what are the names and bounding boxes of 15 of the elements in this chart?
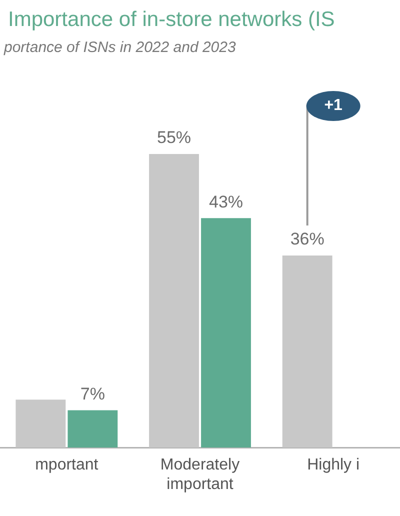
bar xyxy=(282,255,332,448)
bar xyxy=(149,154,199,448)
bar xyxy=(201,218,251,448)
x-tick-label: Moderately important xyxy=(160,456,240,493)
data-label: 43% xyxy=(208,192,244,212)
x-tick-label: Highly i xyxy=(307,456,360,474)
data-label: 55% xyxy=(156,128,192,148)
chart-title: Importance of in-store networks (IS xyxy=(8,7,335,33)
bar xyxy=(68,410,118,448)
data-label: 36% xyxy=(290,230,324,249)
bar xyxy=(16,400,66,448)
chart-subtitle: portance of ISNs in 2022 and 2023 xyxy=(4,38,236,58)
text: +1 xyxy=(306,91,360,121)
x-tick-label: mportant xyxy=(35,456,99,474)
data-label: 7% xyxy=(80,384,105,404)
